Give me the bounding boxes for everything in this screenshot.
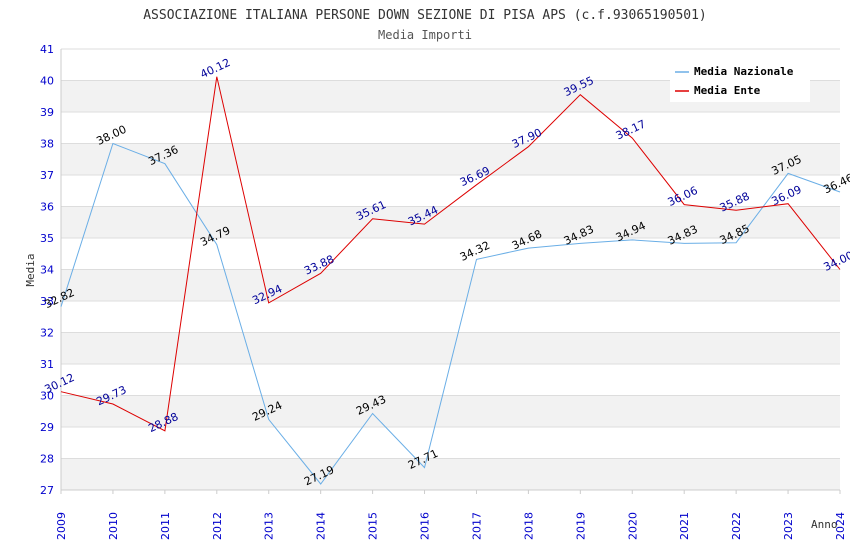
x-axis-ticks: 2009 2010 2011 2012 2013 2014 2015 2016 2017 2018… [55,490,847,540]
data-label: 38.17 [614,117,648,142]
x-axis-label: Anno [811,518,838,531]
y-tick-label: 38 [40,138,54,151]
x-tick-label: 2020 [626,512,639,540]
data-label: 40.12 [198,56,232,81]
x-tick-label: 2021 [678,512,691,540]
legend-label-nazionale: Media Nazionale [694,65,794,78]
x-tick-label: 2014 [315,512,328,540]
x-tick-label: 2009 [55,512,68,540]
x-tick-label: 2013 [263,512,276,540]
y-tick-label: 31 [40,358,54,371]
series-lines [60,76,841,485]
legend: Media Nazionale Media Ente [670,60,810,102]
background-bands [61,80,840,490]
y-axis-ticks: 27 28 29 30 31 32 33 34 35 36 37 38 39 40 41 [40,43,54,497]
grid-band [61,143,840,175]
x-tick-label: 2019 [574,512,587,540]
y-tick-label: 27 [40,484,54,497]
x-tick-label: 2018 [522,512,535,540]
data-label: 30.12 [42,371,76,396]
x-tick-label: 2023 [782,512,795,540]
y-tick-label: 33 [40,295,54,308]
x-tick-label: 2022 [730,512,743,540]
y-tick-label: 35 [40,232,54,245]
x-tick-label: 2017 [470,512,483,540]
legend-box [670,60,810,102]
y-tick-label: 39 [40,106,54,119]
y-tick-label: 29 [40,421,54,434]
y-tick-label: 32 [40,327,54,340]
chart-subtitle: Media Importi [378,28,472,42]
y-tick-label: 34 [40,264,54,277]
y-tick-label: 36 [40,201,54,214]
x-tick-label: 2010 [107,512,120,540]
y-tick-label: 41 [40,43,54,56]
data-label: 32.82 [42,286,76,311]
grid-band [61,269,840,301]
series-line-0 [60,142,841,485]
data-label: 34.32 [458,239,492,264]
series-line-1 [60,76,841,432]
grid-band [61,458,840,490]
grid-band [61,206,840,238]
x-tick-label: 2024 [834,512,847,540]
x-tick-label: 2012 [211,512,224,540]
y-axis-label: Media [24,253,37,286]
y-tick-label: 28 [40,453,54,466]
y-tick-label: 40 [40,75,54,88]
x-tick-label: 2011 [159,512,172,540]
y-tick-label: 37 [40,169,54,182]
grid-band [61,332,840,364]
y-tick-label: 30 [40,390,54,403]
legend-label-ente: Media Ente [694,84,761,97]
x-tick-label: 2015 [367,512,380,540]
chart-title: ASSOCIAZIONE ITALIANA PERSONE DOWN SEZIO… [143,8,707,23]
grid-band [61,395,840,427]
x-tick-label: 2016 [419,512,432,540]
